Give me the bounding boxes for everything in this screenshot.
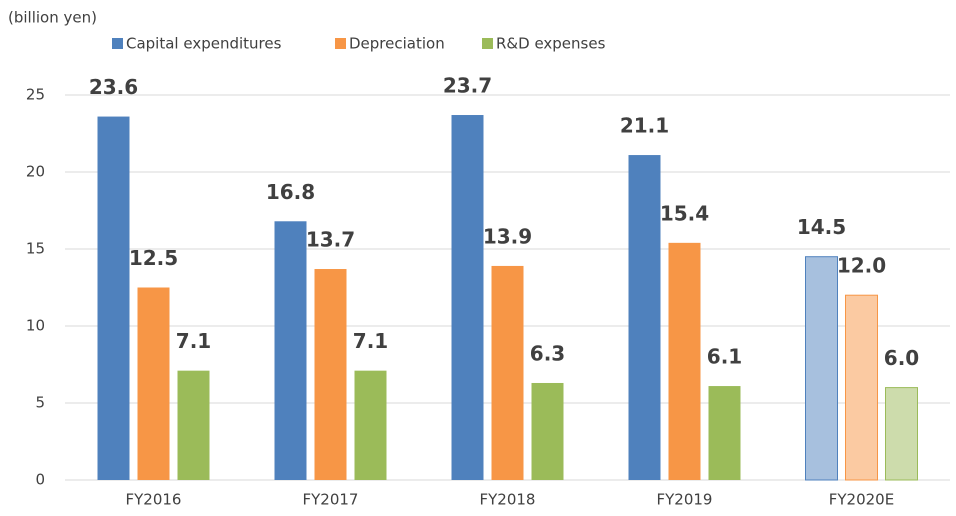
value-label: 23.6 — [89, 75, 138, 99]
legend-swatch — [335, 38, 346, 49]
bar — [354, 370, 387, 480]
value-label: 23.7 — [443, 74, 492, 98]
legend-swatch — [482, 38, 493, 49]
x-tick-label: FY2019 — [657, 491, 713, 509]
bar — [805, 256, 838, 481]
value-label: 6.0 — [884, 346, 919, 370]
value-label: 13.9 — [483, 224, 532, 248]
legend-swatch — [112, 38, 123, 49]
y-tick-label: 5 — [35, 394, 45, 412]
value-label: 7.1 — [176, 329, 211, 353]
bar — [97, 116, 130, 480]
unit-label: (billion yen) — [8, 9, 97, 27]
y-tick-label: 15 — [26, 240, 45, 258]
bar — [628, 155, 661, 480]
y-tick-label: 10 — [26, 317, 45, 335]
value-label: 21.1 — [620, 114, 669, 138]
value-label: 6.1 — [707, 345, 742, 369]
x-tick-label: FY2017 — [303, 491, 359, 509]
bar — [137, 287, 170, 480]
bar — [491, 265, 524, 480]
bar — [451, 115, 484, 481]
bar — [314, 269, 347, 480]
legend-label: Depreciation — [349, 35, 445, 53]
x-tick-label: FY2020E — [829, 491, 894, 509]
bar — [274, 221, 307, 480]
legend-label: R&D expenses — [496, 35, 606, 53]
bar — [845, 294, 878, 481]
bar — [708, 386, 741, 480]
value-label: 15.4 — [660, 201, 709, 225]
y-tick-label: 20 — [26, 163, 45, 181]
value-label: 12.0 — [837, 254, 886, 278]
bar — [885, 387, 918, 481]
x-tick-label: FY2016 — [126, 491, 182, 509]
x-tick-label: FY2018 — [480, 491, 536, 509]
value-label: 7.1 — [353, 329, 388, 353]
value-label: 6.3 — [530, 341, 565, 365]
value-label: 14.5 — [797, 215, 846, 239]
y-tick-label: 0 — [35, 471, 45, 489]
bar — [531, 382, 564, 480]
bar — [668, 242, 701, 480]
value-label: 13.7 — [306, 228, 355, 252]
y-tick-label: 25 — [26, 86, 45, 104]
value-label: 16.8 — [266, 180, 315, 204]
bar — [177, 370, 210, 480]
value-label: 12.5 — [129, 246, 178, 270]
legend-label: Capital expenditures — [126, 35, 282, 53]
